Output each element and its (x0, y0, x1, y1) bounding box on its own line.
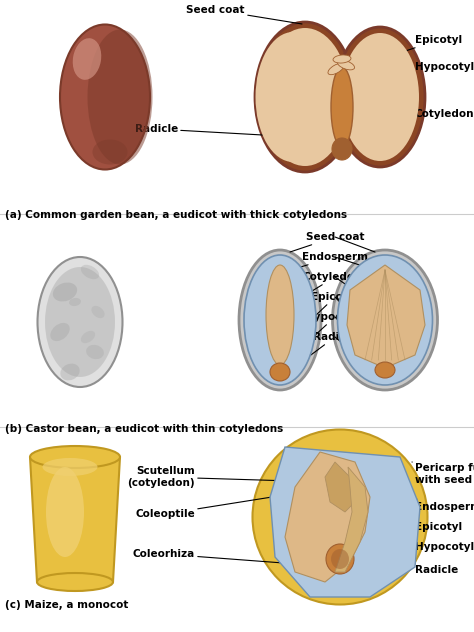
Ellipse shape (69, 298, 81, 306)
Polygon shape (325, 462, 355, 512)
Ellipse shape (337, 255, 432, 385)
Text: Seed coat: Seed coat (290, 232, 364, 252)
Text: Epicotyl: Epicotyl (290, 292, 358, 340)
Text: Cotyledons: Cotyledons (380, 109, 474, 122)
Ellipse shape (60, 363, 80, 380)
Text: Radicle: Radicle (288, 332, 356, 372)
Ellipse shape (375, 362, 395, 378)
Ellipse shape (337, 60, 355, 70)
Ellipse shape (43, 458, 98, 476)
Ellipse shape (341, 33, 419, 161)
Text: Hypocotyl: Hypocotyl (342, 62, 474, 92)
Ellipse shape (37, 573, 113, 591)
Ellipse shape (37, 257, 122, 387)
Text: Scutellum
(cotyledon): Scutellum (cotyledon) (128, 466, 325, 488)
Ellipse shape (328, 63, 344, 75)
Text: Endosperm: Endosperm (290, 252, 368, 270)
Ellipse shape (81, 265, 99, 279)
Ellipse shape (332, 250, 438, 390)
Text: Epicotyl: Epicotyl (342, 35, 462, 72)
Text: Radicle: Radicle (345, 559, 458, 575)
Ellipse shape (91, 306, 105, 318)
Ellipse shape (255, 22, 355, 172)
Ellipse shape (45, 267, 115, 377)
Text: Radicle: Radicle (135, 124, 298, 137)
Polygon shape (347, 265, 425, 368)
Ellipse shape (331, 549, 349, 569)
Text: (a) Common garden bean, a eudicot with thick cotyledons: (a) Common garden bean, a eudicot with t… (5, 210, 347, 220)
Polygon shape (285, 452, 370, 582)
Ellipse shape (331, 67, 353, 147)
Ellipse shape (270, 363, 290, 381)
Ellipse shape (53, 283, 77, 301)
Ellipse shape (335, 27, 425, 167)
Ellipse shape (73, 38, 101, 80)
Text: (b) Castor bean, a eudicot with thin cotyledons: (b) Castor bean, a eudicot with thin cot… (5, 424, 283, 434)
Text: Pericarp fused
with seed coat: Pericarp fused with seed coat (412, 462, 474, 485)
Ellipse shape (255, 32, 330, 162)
Ellipse shape (81, 331, 95, 343)
Ellipse shape (239, 250, 321, 390)
Text: (c) Maize, a monocot: (c) Maize, a monocot (5, 600, 128, 610)
Text: Epicotyl: Epicotyl (355, 507, 462, 532)
Ellipse shape (88, 30, 153, 164)
Text: Seed coat: Seed coat (186, 5, 302, 24)
Ellipse shape (253, 430, 428, 604)
Ellipse shape (326, 544, 354, 574)
Polygon shape (335, 467, 368, 572)
Ellipse shape (261, 28, 349, 166)
Ellipse shape (244, 255, 316, 385)
Text: Coleoptile: Coleoptile (135, 487, 335, 519)
Text: Hypocotyl: Hypocotyl (350, 532, 474, 552)
Ellipse shape (332, 138, 352, 160)
Polygon shape (30, 457, 120, 582)
Ellipse shape (333, 55, 351, 63)
Text: Hypocotyl: Hypocotyl (290, 312, 365, 358)
Ellipse shape (86, 345, 104, 359)
Ellipse shape (71, 272, 89, 372)
Ellipse shape (50, 323, 70, 341)
Ellipse shape (30, 446, 120, 468)
Ellipse shape (60, 25, 150, 169)
Ellipse shape (46, 467, 84, 557)
Ellipse shape (266, 265, 294, 365)
Text: Coleorhiza: Coleorhiza (133, 549, 310, 565)
Text: Cotyledons: Cotyledons (294, 272, 368, 302)
Polygon shape (270, 447, 420, 597)
Text: Endosperm: Endosperm (408, 497, 474, 512)
Ellipse shape (92, 140, 128, 164)
